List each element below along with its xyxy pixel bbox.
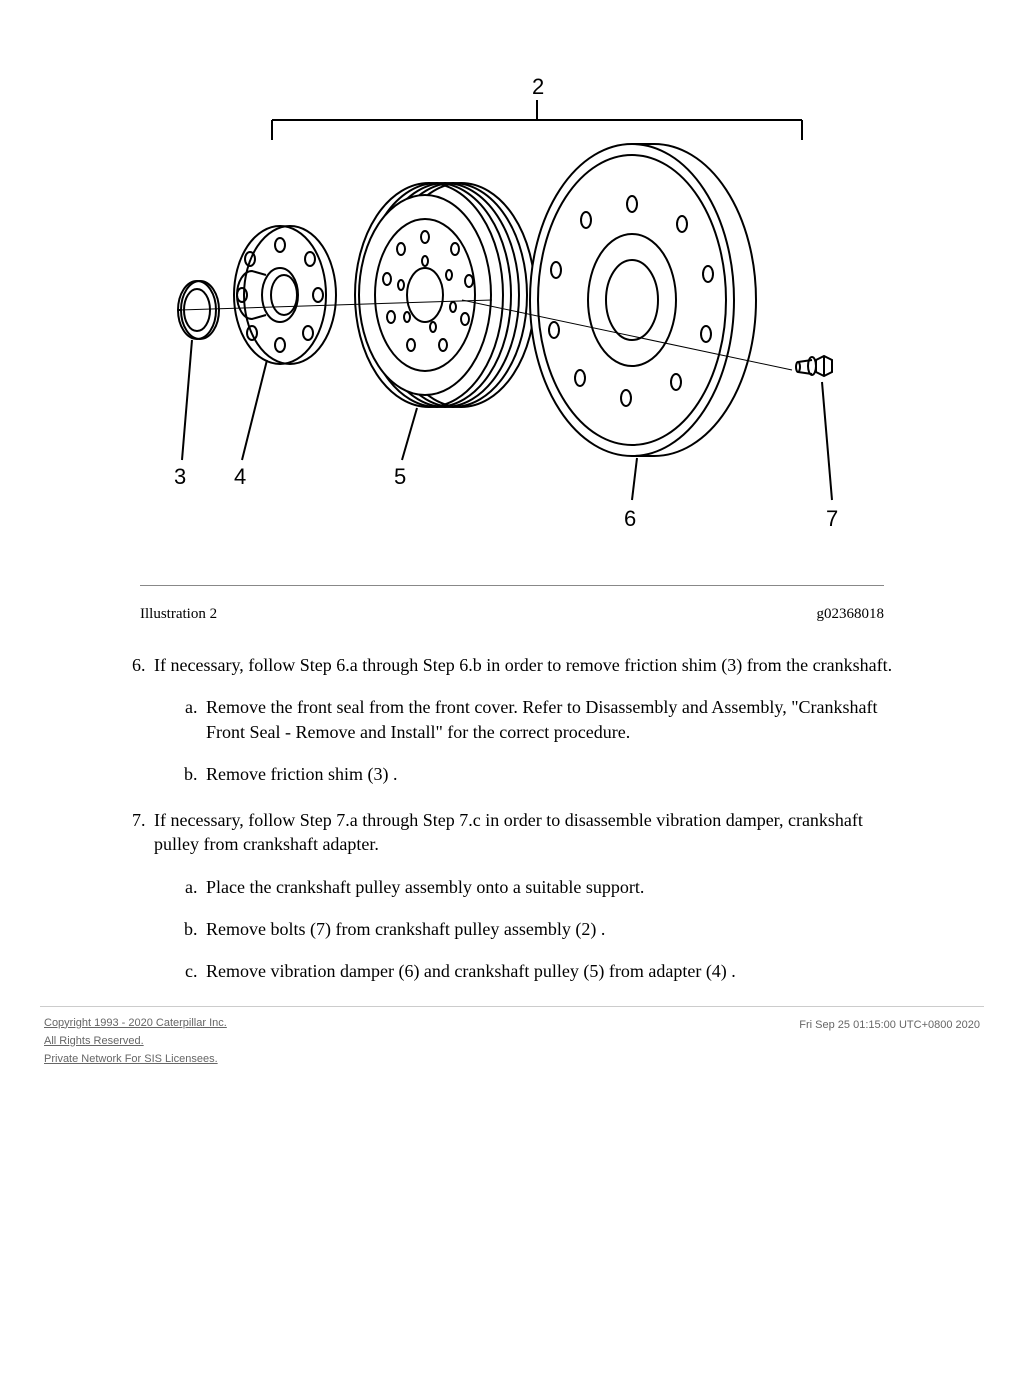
step-7b: Remove bolts (7) from crankshaft pulley … (202, 917, 904, 941)
step-6-substeps: Remove the front seal from the front cov… (154, 695, 904, 786)
caption-label: Illustration 2 (140, 606, 217, 623)
step-7: If necessary, follow Step 7.a through St… (150, 808, 904, 983)
illustration-area: 2 3 4 5 6 7 (40, 0, 984, 565)
footer-network-link[interactable]: Private Network For SIS Licensees. (44, 1053, 227, 1065)
callout-2: 2 (532, 74, 544, 99)
step-6b: Remove friction shim (3) . (202, 762, 904, 786)
step-6a: Remove the front seal from the front cov… (202, 695, 904, 744)
caption-id: g02368018 (817, 606, 885, 623)
callout-5: 5 (394, 464, 406, 489)
exploded-view-diagram: 2 3 4 5 6 7 (162, 60, 862, 540)
procedure-list: If necessary, follow Step 6.a through St… (40, 653, 984, 984)
callout-3: 3 (174, 464, 186, 489)
page-footer: Copyright 1993 - 2020 Caterpillar Inc. A… (40, 1017, 984, 1071)
footer-copyright-link[interactable]: Copyright 1993 - 2020 Caterpillar Inc. (44, 1017, 227, 1029)
step-7-text: If necessary, follow Step 7.a through St… (154, 810, 863, 854)
step-7-substeps: Place the crankshaft pulley assembly ont… (154, 875, 904, 984)
footer-left: Copyright 1993 - 2020 Caterpillar Inc. A… (44, 1017, 227, 1071)
callout-6: 6 (624, 506, 636, 531)
step-6-text: If necessary, follow Step 6.a through St… (154, 655, 892, 675)
illustration-caption: Illustration 2 g02368018 (40, 596, 984, 653)
footer-divider (40, 1006, 984, 1007)
callout-7: 7 (826, 506, 838, 531)
footer-rights-link[interactable]: All Rights Reserved. (44, 1035, 227, 1047)
footer-timestamp: Fri Sep 25 01:15:00 UTC+0800 2020 (799, 1017, 980, 1071)
callout-4: 4 (234, 464, 246, 489)
step-7c: Remove vibration damper (6) and cranksha… (202, 959, 904, 983)
step-6: If necessary, follow Step 6.a through St… (150, 653, 904, 786)
step-7a: Place the crankshaft pulley assembly ont… (202, 875, 904, 899)
caption-divider (140, 585, 884, 586)
